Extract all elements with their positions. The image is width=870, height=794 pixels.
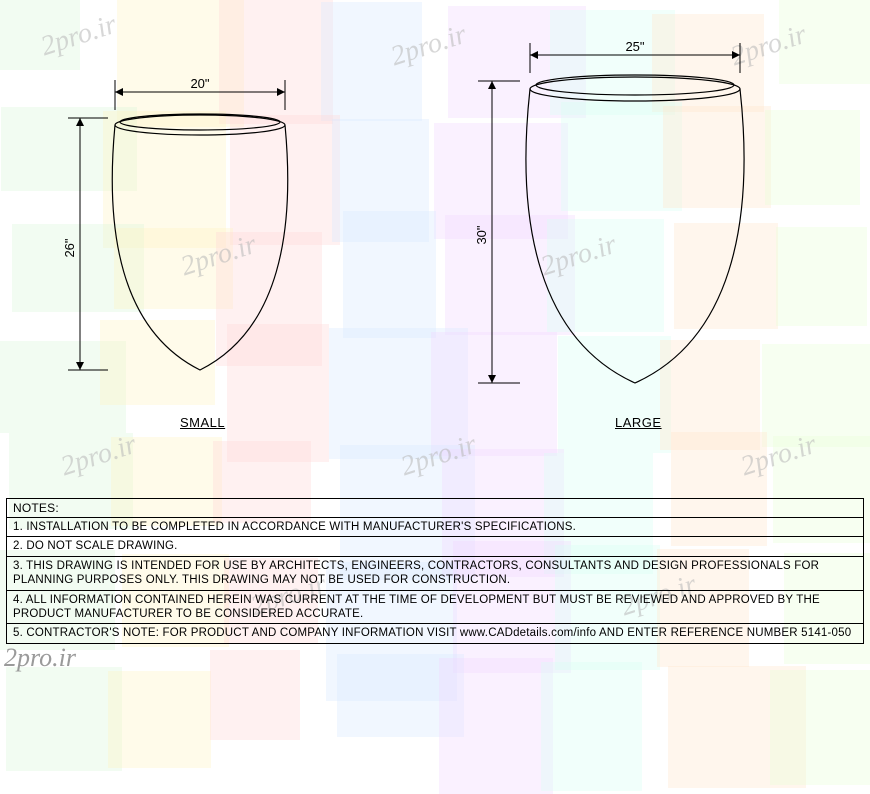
dim-height-small-value: 26" <box>62 238 77 257</box>
notes-header: NOTES: <box>7 499 863 518</box>
dim-width-large-value: 25" <box>625 39 644 54</box>
dim-height-small: 26" <box>62 118 108 370</box>
pot-small-label: SMALL <box>180 415 225 430</box>
pot-large-group: 25" 30" LARGE <box>470 35 800 435</box>
pot-small-shape <box>112 114 287 370</box>
pot-small-group: 20" 26" SMALL <box>60 70 340 400</box>
note-row: 4. ALL INFORMATION CONTAINED HEREIN WAS … <box>7 591 863 625</box>
dim-height-large-value: 30" <box>474 225 489 244</box>
note-row: 2. DO NOT SCALE DRAWING. <box>7 537 863 556</box>
pot-small-svg: 20" 26" <box>60 70 340 400</box>
pot-large-label: LARGE <box>615 415 662 430</box>
notes-box: NOTES: 1. INSTALLATION TO BE COMPLETED I… <box>6 498 864 644</box>
drawing-area: 20" 26" SMALL <box>0 0 870 490</box>
note-row: 1. INSTALLATION TO BE COMPLETED IN ACCOR… <box>7 518 863 537</box>
dim-height-large: 30" <box>474 81 520 383</box>
dim-width-large: 25" <box>530 39 740 73</box>
note-row: 5. CONTRACTOR'S NOTE: FOR PRODUCT AND CO… <box>7 624 863 642</box>
dim-width-small-value: 20" <box>190 76 209 91</box>
brand-corner: 2pro.ir <box>4 643 76 673</box>
dim-width-small: 20" <box>115 76 285 110</box>
pot-large-svg: 25" 30" <box>470 35 800 435</box>
pot-large-shape <box>526 75 744 383</box>
note-row: 3. THIS DRAWING IS INTENDED FOR USE BY A… <box>7 557 863 591</box>
